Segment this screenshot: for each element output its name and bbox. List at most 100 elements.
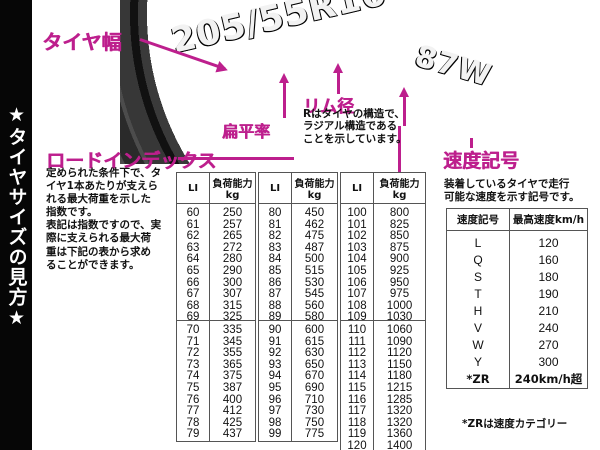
load-index-description: 定められた条件下で、タ イヤ1本あたりが支えら れる最大荷重を示した 指数です。… (46, 167, 178, 272)
cell-li: 84 (259, 254, 292, 266)
sidebar-title-band: ★タイヤサイズの見方★ (0, 0, 32, 450)
rule-load-index (178, 157, 294, 160)
col-header-li: LI (177, 173, 210, 204)
load-index-desc-line: 定められた条件下で、タ (46, 167, 162, 179)
load-index-table-block-6: 110 1060 111 1090 112 1120 113 1150 114 1180 115 12… (340, 320, 426, 450)
cell-load: 1320 (386, 416, 413, 429)
tire-tread-graphic (120, 0, 600, 164)
table-row: 113 1150 (341, 358, 425, 372)
table-row: 107 975 (341, 289, 425, 301)
table-row: 86 530 (259, 276, 337, 290)
cell-li: 97 (259, 406, 292, 418)
cell-load: 825 (389, 218, 410, 231)
table-row: 89 580 (259, 312, 337, 324)
cell-li: 94 (259, 371, 292, 383)
cell-load: 730 (304, 405, 325, 418)
table-row: 105 925 (341, 264, 425, 278)
cell-max-speed: 180 (538, 270, 559, 284)
cell-load: 462 (304, 218, 325, 231)
cell-load: 475 (304, 230, 325, 243)
table-row: Y 300 (447, 354, 587, 371)
table-row: 102 850 (341, 231, 425, 243)
cell-load: 1060 (386, 324, 413, 336)
callout-rim-diameter: リム径 (303, 97, 354, 117)
cell-load: 1150 (387, 358, 412, 371)
speed-desc-line: 装着しているタイヤで走行 (444, 178, 570, 190)
cell-li: 117 (341, 406, 374, 418)
arrow-rim-diameter (333, 63, 343, 94)
cell-li: 101 (341, 219, 374, 232)
cell-max-speed: 120 (538, 236, 559, 250)
table-row: 77 412 (177, 406, 255, 418)
table-row: 106 950 (341, 277, 425, 290)
cell-load: 775 (304, 428, 325, 441)
speed-symbol-description: 装着しているタイヤで走行 可能な速度を示す記号です。 (444, 178, 596, 204)
table-row: H 210 (447, 303, 587, 320)
cell-li: 60 (177, 203, 210, 220)
table-row: 100 800 (341, 203, 425, 220)
cell-load: 600 (304, 324, 325, 336)
cell-li: 61 (177, 219, 210, 232)
cell-li: 89 (259, 312, 292, 324)
table-row: 91 615 (259, 336, 337, 349)
table-row: 120 1400 (341, 439, 425, 450)
cell-li: 105 (341, 265, 374, 278)
cell-load: 1400 (386, 439, 413, 450)
cell-li: 77 (177, 406, 210, 418)
cell-li: 119 (341, 429, 374, 441)
cell-li: 114 (341, 371, 374, 383)
cell-li: 75 (177, 382, 210, 395)
table-row: 110 1060 (341, 321, 425, 337)
cell-li: 93 (259, 359, 292, 372)
speed-symbol-table: 速度記号 最高速度km/h L 120 Q 160 S 180 T 190 H 210 V 240 W 270… (446, 208, 588, 389)
table-row: 60 250 (177, 203, 255, 220)
callout-load-index: ロードインデックス (46, 150, 217, 172)
cell-load: 365 (222, 358, 243, 371)
load-table-header-row: LI 負荷能力kg (341, 173, 425, 204)
cell-load: 925 (389, 264, 410, 277)
col-header-speed-symbol: 速度記号 (447, 209, 510, 231)
cell-load: 545 (304, 288, 325, 301)
cell-li: 76 (177, 394, 210, 407)
cell-load: 530 (304, 276, 325, 289)
cell-load: 690 (304, 381, 325, 394)
cell-li: 68 (177, 300, 210, 313)
cell-load: 1360 (386, 428, 413, 441)
cell-load: 250 (222, 207, 243, 219)
table-row: L 120 (447, 230, 587, 252)
cell-load: 1320 (386, 405, 413, 418)
table-row: 64 280 (177, 254, 255, 266)
load-index-table-block-3: LI 負荷能力kg 100 800 101 825 102 850 103 875 104 900 10… (340, 172, 426, 325)
table-row: 92 630 (259, 348, 337, 360)
load-index-desc-line: 重は下記の表から求め (46, 245, 151, 258)
table-row: 109 1030 (341, 312, 425, 324)
load-index-table-block-2: LI 負荷能力kg 80 450 81 462 82 475 83 487 84 500 85 515 86… (258, 172, 338, 325)
col-header-li: LI (259, 173, 292, 204)
load-index-table-block-4: 70 335 71 345 72 355 73 365 74 375 75 387 76 400 77 412… (176, 320, 256, 442)
load-index-table-block-5: 90 600 91 615 92 630 93 650 94 670 95 690 96 710 97 730… (258, 320, 338, 442)
table-row: S 180 (447, 269, 587, 286)
rim-note-line: ことを示しています。 (303, 132, 407, 145)
cell-load: 335 (222, 324, 243, 336)
cell-li: 73 (177, 359, 210, 372)
cell-load: 437 (222, 428, 243, 441)
cell-max-speed: 190 (538, 287, 559, 301)
cell-li: 96 (259, 394, 292, 407)
cell-speed-symbol: S (447, 269, 510, 286)
table-row: 83 487 (259, 242, 337, 255)
table-row: 115 1215 (341, 382, 425, 395)
speed-table-footnote: *ZRは速度カテゴリー (462, 418, 568, 430)
load-index-desc-line: 表記は指数ですので、実 (46, 219, 162, 232)
table-row: 76 400 (177, 394, 255, 407)
callout-tire-width: タイヤ幅 (42, 30, 122, 54)
cell-load: 265 (222, 230, 243, 243)
cell-load: 650 (304, 358, 325, 371)
table-row: 95 690 (259, 381, 337, 395)
table-row: 119 1360 (341, 429, 425, 441)
col-header-load: 負荷能力kg (209, 173, 255, 204)
cell-load: 850 (389, 230, 410, 243)
table-row: 78 425 (177, 417, 255, 430)
cell-load: 325 (222, 311, 243, 324)
col-header-load: 負荷能力kg (291, 173, 337, 204)
table-row: 118 1320 (341, 416, 425, 430)
